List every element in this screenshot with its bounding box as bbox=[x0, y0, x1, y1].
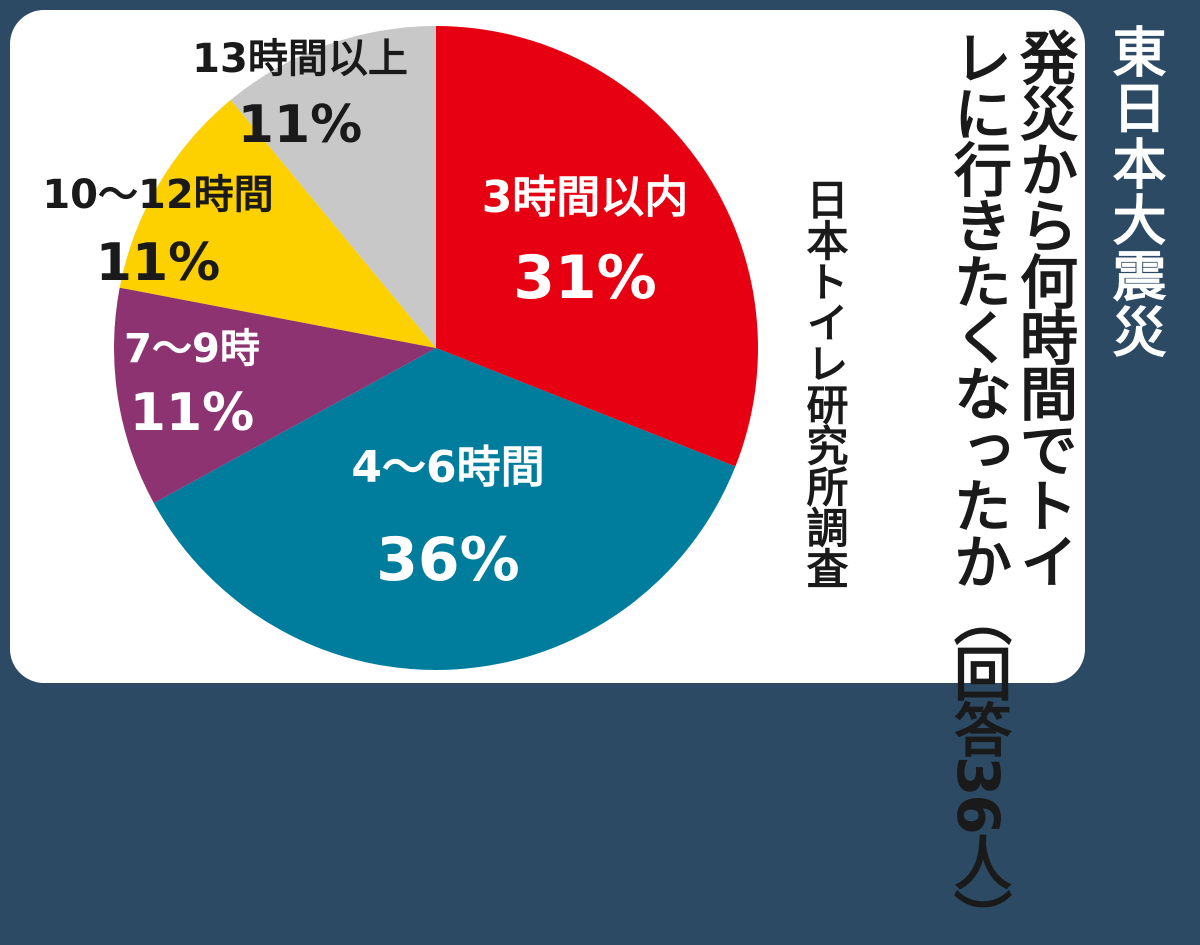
topic-badge: 東日本大震災 bbox=[1103, 24, 1166, 360]
slice-value-5: 11% bbox=[238, 95, 362, 155]
chart-title-line-1: 発災から何時間でトイ bbox=[1010, 28, 1078, 588]
slice-value-3: 11% bbox=[130, 383, 254, 443]
pie-slice-2 bbox=[153, 348, 736, 671]
source-credit: 日本トイレ研究所調査 bbox=[800, 178, 849, 588]
chart-title-line-2: レに行きたくなったか（回答36人） bbox=[936, 28, 1020, 945]
figure-frame: 3時間以内 31% 4〜6時間 36% 7〜9時 11% 10〜12時間 11% 13時間以上 1… bbox=[10, 10, 1166, 945]
slice-value-1: 31% bbox=[513, 243, 657, 313]
slice-label-1: 3時間以内 bbox=[482, 172, 689, 223]
slice-label-3: 7〜9時 bbox=[124, 326, 260, 372]
pie-slice-3 bbox=[113, 287, 437, 504]
pie-slice-1 bbox=[436, 26, 759, 467]
slice-label-4: 10〜12時間 bbox=[42, 172, 273, 218]
respondent-count-note: （回答36人） bbox=[944, 588, 1012, 945]
slice-value-2: 36% bbox=[376, 525, 520, 595]
chart-title-line-2-text: レに行きたくなったか bbox=[944, 28, 1012, 588]
pie-chart: 3時間以内 31% 4〜6時間 36% 7〜9時 11% 10〜12時間 11% 13時間以上 1… bbox=[42, 26, 759, 671]
slice-label-5: 13時間以上 bbox=[192, 36, 408, 82]
pie-slice-5 bbox=[230, 26, 436, 348]
pie-slice-4 bbox=[119, 99, 436, 348]
slice-value-4: 11% bbox=[96, 233, 220, 293]
slice-label-2: 4〜6時間 bbox=[351, 442, 544, 493]
